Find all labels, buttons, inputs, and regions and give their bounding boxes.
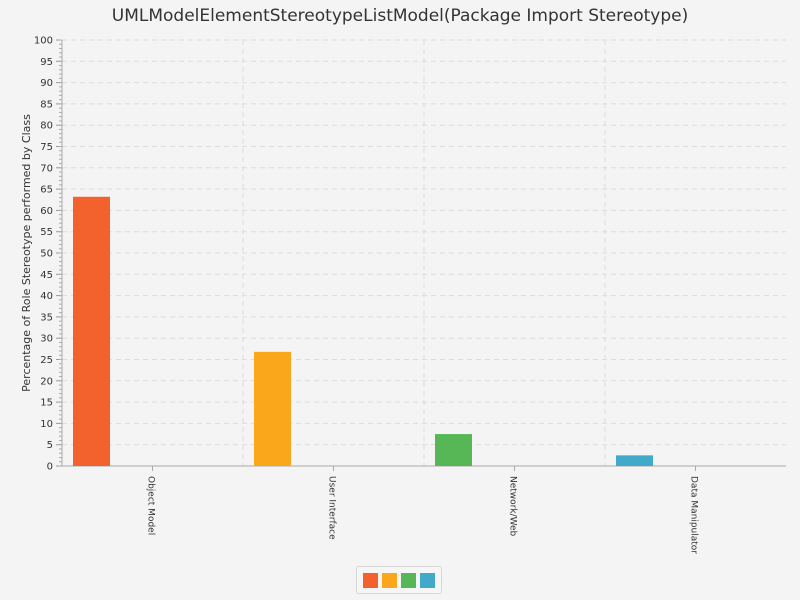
x-category-label: Object Model xyxy=(146,476,156,535)
axes xyxy=(56,39,786,471)
y-tick-label: 30 xyxy=(40,334,53,345)
x-category-label: User Interface xyxy=(327,476,337,540)
y-tick-label: 80 xyxy=(40,121,53,132)
x-category-label: Data Manipulator xyxy=(689,476,699,554)
y-tick-label: 45 xyxy=(40,270,53,281)
grid-lines xyxy=(62,39,786,466)
y-tick-label: 100 xyxy=(34,36,53,47)
legend-swatch-network-web xyxy=(401,572,416,588)
y-tick-label: 60 xyxy=(40,206,53,217)
bar-network-web xyxy=(435,434,472,466)
y-tick-label: 85 xyxy=(40,99,53,110)
y-tick-label: 20 xyxy=(40,376,53,387)
y-tick-label: 55 xyxy=(40,227,53,238)
legend-swatch-data-manipulator xyxy=(420,572,435,588)
y-tick-label: 95 xyxy=(40,57,53,68)
y-tick-label: 0 xyxy=(47,462,53,473)
y-tick-label: 90 xyxy=(40,78,53,89)
y-tick-label: 40 xyxy=(40,291,53,302)
legend-swatch-user-interface xyxy=(382,572,397,588)
y-tick-label: 15 xyxy=(40,398,53,409)
y-tick-labels: 0 5 10 15 20 25 30 35 40 45 50 55 60 65 70 75 80 85 90 95 10… xyxy=(34,36,53,473)
x-category-label: Network/Web xyxy=(508,476,518,537)
bar-data-manipulator xyxy=(616,455,653,466)
y-tick-label: 70 xyxy=(40,163,53,174)
y-axis-label: Percentage of Role Stereotype performed … xyxy=(20,114,33,392)
y-tick-label: 5 xyxy=(47,440,53,451)
y-tick-label: 50 xyxy=(40,249,53,260)
y-tick-label: 65 xyxy=(40,185,53,196)
y-tick-label: 10 xyxy=(40,419,53,430)
x-category-labels: Object Model User Interface Network/Web Dat… xyxy=(146,476,699,554)
y-tick-label: 35 xyxy=(40,312,53,323)
y-tick-label: 75 xyxy=(40,142,53,153)
chart-title: UMLModelElementStereotypeListModel(Packa… xyxy=(111,6,689,26)
bars xyxy=(73,196,653,466)
bar-object-model xyxy=(73,196,110,466)
legend xyxy=(356,566,442,594)
y-tick-label: 25 xyxy=(40,355,53,366)
bar-user-interface xyxy=(254,351,291,466)
legend-swatch-object-model xyxy=(363,572,378,588)
